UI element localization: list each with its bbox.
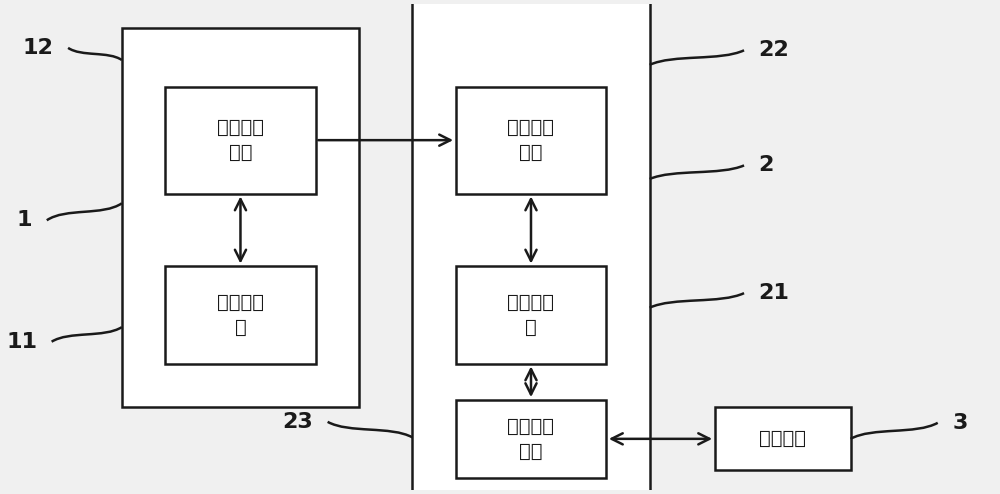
Text: 第一通讯
模块: 第一通讯 模块 — [217, 118, 264, 162]
Bar — [412, 0, 650, 494]
Bar — [456, 266, 606, 364]
Text: 1: 1 — [17, 210, 32, 230]
Text: 第三通讯
模块: 第三通讯 模块 — [507, 417, 554, 461]
Text: 23: 23 — [282, 412, 313, 432]
Text: 第二控制
器: 第二控制 器 — [507, 293, 554, 337]
Text: 第二通讯
模块: 第二通讯 模块 — [507, 118, 554, 162]
Text: 3: 3 — [952, 413, 968, 433]
Text: 12: 12 — [23, 38, 54, 58]
Bar — [715, 407, 851, 470]
Text: 21: 21 — [759, 283, 789, 303]
Bar — [165, 266, 316, 364]
Text: 第一控制
器: 第一控制 器 — [217, 293, 264, 337]
Bar — [456, 87, 606, 194]
Bar — [456, 400, 606, 478]
Bar — [122, 29, 359, 407]
Text: 2: 2 — [759, 156, 774, 175]
Text: 22: 22 — [759, 41, 789, 60]
Text: 11: 11 — [6, 331, 37, 352]
Text: 移动终端: 移动终端 — [759, 429, 806, 449]
Bar — [165, 87, 316, 194]
